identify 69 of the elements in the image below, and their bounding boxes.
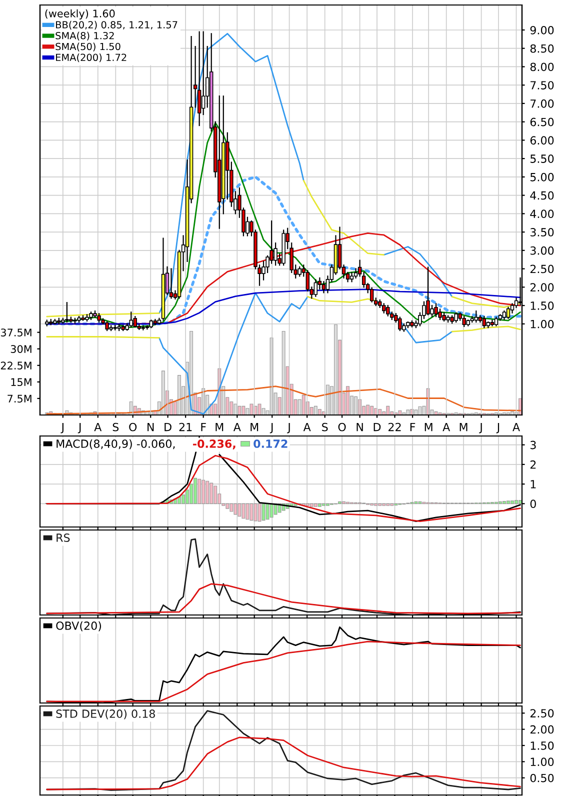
y-tick-label: 6.50 [530,118,554,126]
x-tick-label: S [112,422,119,432]
y-tick-label: 1.00 [530,758,554,766]
y-tick-label: 2 [530,460,536,469]
x-tick-label: D [164,422,172,432]
legend-label: 0.172 [254,440,288,448]
legend-title: (weekly) 1.60 [45,9,115,20]
y2-tick-label: 30M [10,345,32,353]
x-tick-label: N [356,422,363,432]
x-tick-label: J [496,422,500,434]
x-tick-label: N [148,422,154,432]
legend-label: SMA(50) 1.50 [56,42,120,52]
y-tick-label: 7.00 [530,99,554,108]
y2-tick-label: 15M [11,378,32,386]
y-tick-label: 5.00 [530,172,554,182]
y-tick-label: 0.50 [530,774,554,782]
x-tick-label: J [78,422,81,434]
legend-label: MACD(8,40,9) -0.060, [56,439,175,450]
x-tick-label: M [216,422,224,432]
x-tick-label: 21 [179,422,192,432]
y-tick-label: 3 [530,440,536,450]
y-tick-label: 2.00 [530,283,554,292]
y2-tick-label: 37.5M [0,328,32,336]
x-tick-label: O [338,422,346,432]
series-label: -0.236, [193,440,236,450]
x-tick-label: J [270,422,273,434]
x-tick-label: A [303,422,311,432]
y-tick-label: 1.50 [530,741,554,750]
x-tick-label: F [410,422,416,432]
legend-label: EMA(200) 1.72 [56,54,126,62]
y-tick-label: 4.00 [530,210,554,218]
legend-label: RS [56,534,70,542]
x-tick-label: S [322,422,328,432]
y-tick-label: 7.50 [530,81,554,90]
y-tick-label: 2.50 [530,264,554,274]
x-tick-label: A [233,422,241,432]
y-tick-label: 6.00 [530,136,554,145]
y-tick-label: 1.00 [530,320,554,328]
legend-label: BB(20,2) 0.85, 1.21, 1.57 [56,20,178,30]
y-tick-label: 2.00 [530,725,554,734]
y-tick-label: 0 [530,500,536,508]
y-tick-label: 3.00 [530,246,554,255]
y-tick-label: 4.50 [530,191,554,200]
y-tick-label: 1.50 [530,301,554,310]
x-tick-label: 22 [388,422,401,432]
x-tick-label: J [60,422,64,434]
legend-label: SMA(8) 1.32 [56,32,114,40]
x-tick-label: J [479,422,482,434]
x-tick-label: A [442,422,450,432]
y-tick-label: 2.50 [530,709,554,718]
x-tick-label: A [94,422,102,432]
x-tick-label: D [374,422,381,432]
y-tick-label: 1 [530,480,536,488]
y-tick-label: 8.00 [530,62,554,72]
x-tick-label: F [201,422,206,432]
x-tick-label: J [287,422,290,434]
y2-tick-label: 7.5M [8,394,32,403]
x-tick-label: O [129,422,137,432]
y-tick-label: 5.50 [530,154,554,163]
x-tick-label: M [424,422,432,432]
legend-label: STD DEV(20) 0.18 [56,709,155,720]
x-tick-label: A [512,422,520,432]
y-tick-label: 8.50 [530,44,554,53]
y-tick-label: 3.50 [530,228,554,236]
legend-label: OBV(20) [56,621,102,632]
y2-tick-label: 22.5M [0,362,32,370]
x-tick-label: M [460,422,468,432]
x-tick-label: M [250,422,258,432]
y-tick-label: 9.00 [530,26,554,34]
